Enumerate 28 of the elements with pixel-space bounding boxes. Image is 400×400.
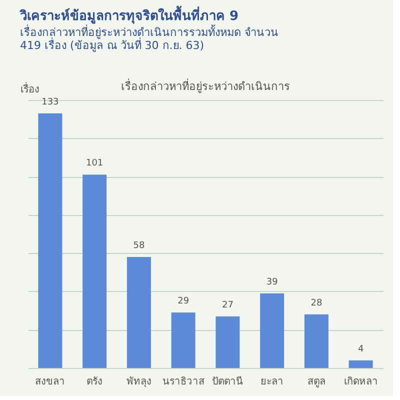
bar <box>171 312 196 368</box>
x-tick-label: นราธิวาส <box>162 376 204 388</box>
bar <box>260 293 284 368</box>
chart-title: วิเคราะห์ข้อมูลการทุจริตในพื้นที่ภาค 9 <box>19 5 239 24</box>
bar <box>348 360 373 368</box>
x-tick-label: สตูล <box>307 376 326 388</box>
bar <box>304 314 328 368</box>
data-label: 29 <box>178 296 190 306</box>
chart-subtitle: เรื่องกล่าวหาที่อยู่ระหว่างดำเนินการรวมทั้งหมด จำนวน 419 เรื่อง (ข้อมูล ณ วันที่ 30 ก.ย. 63) <box>20 24 278 52</box>
text: เรื่องกล่าวหาที่อยู่ระหว่างดำเนินการ <box>121 78 290 93</box>
x-tick-label: เกิดหลา <box>344 376 378 388</box>
data-label: 4 <box>358 344 364 354</box>
data-label: 58 <box>133 240 145 251</box>
data-label: 27 <box>222 300 234 310</box>
x-tick-label: พัทลุง <box>126 376 152 388</box>
data-label: 101 <box>86 158 104 169</box>
bar <box>38 113 62 368</box>
data-label: 28 <box>310 298 322 308</box>
x-tick-label: สงขลา <box>35 376 66 388</box>
x-tick-label: ปัตตานี <box>212 376 244 388</box>
bar <box>126 256 151 368</box>
data-label: 39 <box>266 277 278 288</box>
bar <box>216 316 240 368</box>
data-label: 133 <box>42 97 59 108</box>
bar <box>82 174 107 368</box>
y-axis-title: เรื่อง <box>20 82 40 96</box>
x-tick-label: ยะลา <box>260 376 284 388</box>
x-tick-label: ตรัง <box>86 376 103 388</box>
